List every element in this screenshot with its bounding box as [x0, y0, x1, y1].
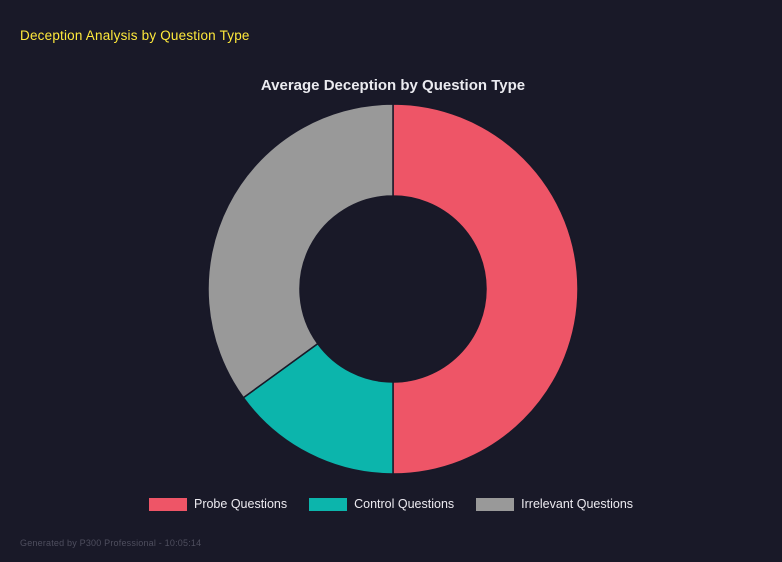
chart-title: Average Deception by Question Type [260, 77, 526, 94]
donut-segment-0[interactable] [392, 103, 579, 475]
legend-item-1[interactable]: Control Questions [309, 497, 454, 511]
page-title: Deception Analysis by Question Type [20, 28, 250, 43]
legend-item-0[interactable]: Probe Questions [148, 497, 288, 511]
legend-item-2[interactable]: Irrelevant Questions [476, 497, 633, 511]
donut-segment-2[interactable] [207, 103, 394, 399]
legend-label: Probe Questions [193, 497, 288, 511]
donut-chart [207, 103, 579, 475]
chart-legend: Probe Questions Control Questions Irreleva… [0, 497, 782, 511]
legend-label: Irrelevant Questions [521, 497, 634, 511]
donut-segment-1[interactable] [242, 342, 394, 475]
donut-chart-container [203, 99, 583, 479]
legend-label: Control Questions [354, 497, 455, 511]
footer-note: Generated by P300 Professional - 10:05:1… [20, 538, 202, 548]
legend-swatch-icon [476, 497, 515, 511]
legend-swatch-icon [309, 497, 348, 511]
legend-swatch-icon [148, 497, 187, 511]
